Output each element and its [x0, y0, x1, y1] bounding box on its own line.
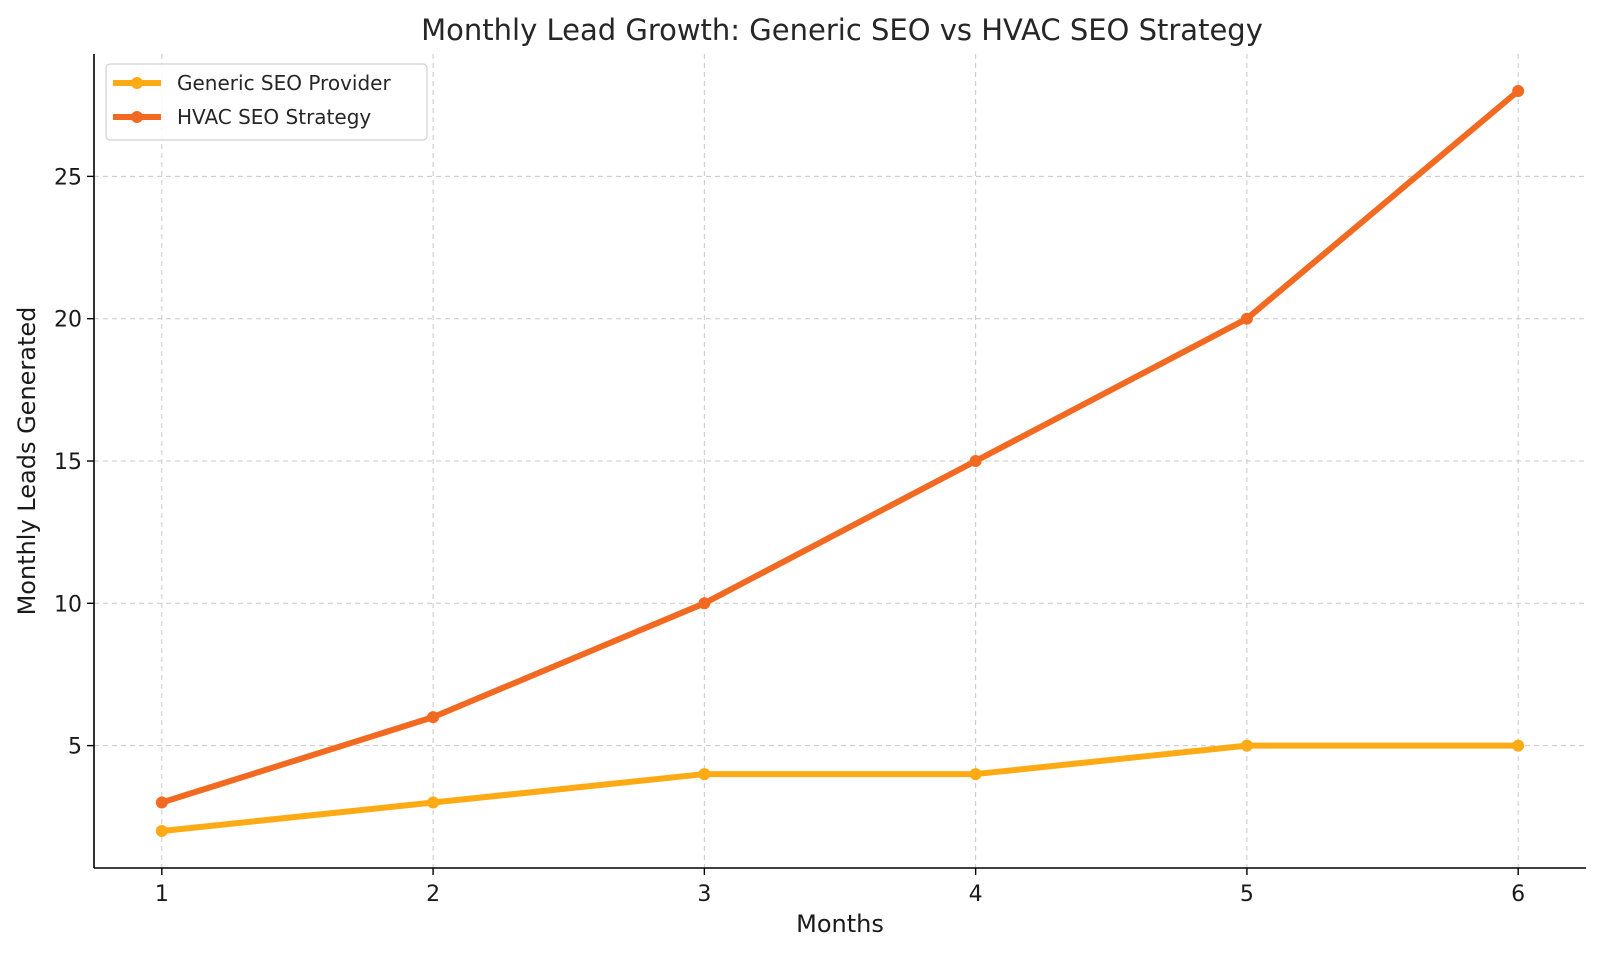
y-tick-label: 20: [54, 308, 82, 333]
y-tick-label: 15: [54, 450, 82, 475]
series-line-generic-seo-provider: [158, 742, 1522, 834]
legend-swatch-marker: [131, 77, 143, 89]
legend-item-hvac-seo-strategy: HVAC SEO Strategy: [113, 105, 371, 129]
x-tick-label: 4: [969, 882, 983, 907]
data-point-generic-seo-provider: [1512, 739, 1525, 752]
chart-title: Monthly Lead Growth: Generic SEO vs HVAC…: [421, 13, 1263, 47]
x-tick-label: 1: [155, 882, 169, 907]
x-tick-label: 6: [1511, 882, 1525, 907]
series-generic-seo-provider: [155, 739, 1525, 837]
legend-box: [105, 63, 428, 141]
y-tick-label: 25: [54, 165, 82, 190]
legend-label: Generic SEO Provider: [177, 71, 391, 95]
series-hvac-seo-strategy: [155, 85, 1525, 809]
data-point-hvac-seo-strategy: [1240, 312, 1253, 325]
legend-item-generic-seo-provider: Generic SEO Provider: [113, 71, 391, 95]
data-point-hvac-seo-strategy: [1512, 85, 1525, 97]
data-point-generic-seo-provider: [969, 768, 982, 781]
series-line-hvac-seo-strategy: [158, 88, 1522, 806]
x-axis-label: Months: [796, 910, 884, 938]
x-tick-label: 3: [697, 882, 711, 907]
data-point-generic-seo-provider: [1240, 739, 1253, 752]
y-axis-label: Monthly Leads Generated: [13, 307, 41, 616]
data-point-hvac-seo-strategy: [698, 597, 711, 610]
x-tick-label: 2: [426, 882, 440, 907]
series-layer: [155, 85, 1525, 837]
data-point-generic-seo-provider: [155, 825, 168, 837]
y-tick-label: 5: [68, 735, 82, 760]
data-point-generic-seo-provider: [427, 796, 440, 809]
legend-swatch-marker: [131, 111, 143, 123]
data-point-hvac-seo-strategy: [969, 455, 982, 467]
legend: Generic SEO Provider HVAC SEO Strategy: [105, 63, 428, 141]
x-tick-label: 5: [1240, 882, 1254, 907]
tick-layer: 1 2 3 4 5 6 5 10 15 20 25: [54, 165, 1525, 907]
data-point-hvac-seo-strategy: [427, 711, 440, 724]
data-point-hvac-seo-strategy: [155, 796, 168, 809]
legend-label: HVAC SEO Strategy: [177, 105, 371, 129]
y-tick-label: 10: [54, 592, 82, 617]
data-point-generic-seo-provider: [698, 768, 711, 781]
